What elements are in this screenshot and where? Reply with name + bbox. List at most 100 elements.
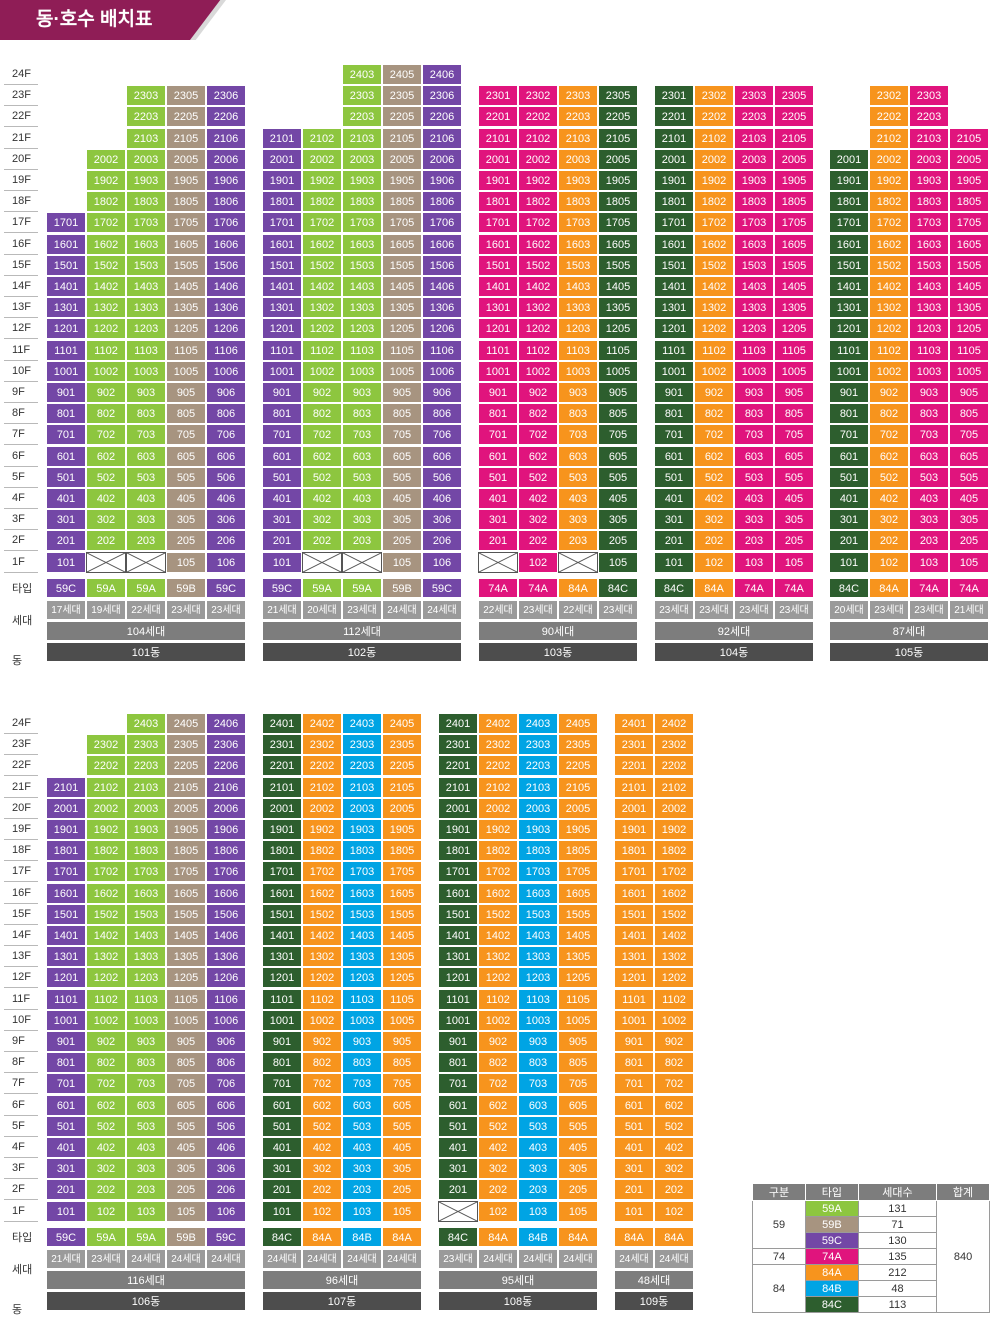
unit-cell[interactable]: 1003 xyxy=(126,360,166,382)
unit-cell[interactable]: 806 xyxy=(422,403,462,425)
unit-cell[interactable]: 1503 xyxy=(518,903,558,925)
unit-cell[interactable]: 1203 xyxy=(734,318,774,340)
unit-cell[interactable]: 602 xyxy=(86,445,126,467)
unit-cell[interactable]: 501 xyxy=(46,1115,86,1137)
unit-cell[interactable]: 1202 xyxy=(654,967,694,989)
unit-cell[interactable]: 2202 xyxy=(478,755,518,777)
unit-cell[interactable]: 1203 xyxy=(342,967,382,989)
unit-cell[interactable]: 1803 xyxy=(126,840,166,862)
unit-cell[interactable]: 2102 xyxy=(86,776,126,798)
unit-cell[interactable]: 2105 xyxy=(598,127,638,149)
unit-cell[interactable]: 1503 xyxy=(342,254,382,276)
unit-cell[interactable]: 902 xyxy=(478,1031,518,1052)
unit-cell[interactable]: 902 xyxy=(302,382,342,403)
unit-cell[interactable]: 401 xyxy=(262,1137,302,1158)
unit-cell[interactable]: 706 xyxy=(206,424,246,446)
unit-cell[interactable]: 502 xyxy=(302,1115,342,1137)
unit-cell[interactable]: 202 xyxy=(654,1179,694,1201)
unit-cell[interactable]: 1001 xyxy=(262,1009,302,1031)
unit-cell[interactable]: 1901 xyxy=(262,819,302,840)
unit-cell[interactable]: 1303 xyxy=(342,946,382,968)
unit-cell[interactable]: 2405 xyxy=(166,713,206,734)
unit-cell[interactable]: 2003 xyxy=(342,797,382,819)
unit-cell[interactable]: 2201 xyxy=(478,106,518,128)
unit-cell[interactable]: 605 xyxy=(774,445,814,467)
unit-cell[interactable]: 2002 xyxy=(654,797,694,819)
unit-cell[interactable]: 1901 xyxy=(478,170,518,191)
unit-cell[interactable]: 605 xyxy=(382,445,422,467)
unit-cell[interactable]: 1601 xyxy=(478,233,518,255)
unit-cell[interactable]: 1001 xyxy=(46,360,86,382)
unit-cell[interactable]: 1703 xyxy=(342,212,382,234)
unit-cell[interactable]: 1702 xyxy=(86,861,126,883)
unit-cell[interactable]: 501 xyxy=(614,1115,654,1137)
unit-cell[interactable]: 1401 xyxy=(829,276,869,297)
unit-cell[interactable]: 1101 xyxy=(46,339,86,361)
unit-cell[interactable]: 1602 xyxy=(869,233,909,255)
unit-cell[interactable]: 305 xyxy=(598,509,638,531)
unit-cell[interactable]: 2303 xyxy=(342,85,382,107)
unit-cell[interactable]: 101 xyxy=(46,1200,86,1222)
unit-cell[interactable]: 302 xyxy=(86,509,126,531)
unit-cell[interactable]: 103 xyxy=(126,1200,166,1222)
unit-cell[interactable]: 803 xyxy=(126,403,166,425)
unit-cell[interactable]: 102 xyxy=(478,1200,518,1222)
unit-cell[interactable]: 1706 xyxy=(422,212,462,234)
unit-cell[interactable]: 1003 xyxy=(342,360,382,382)
unit-cell[interactable]: 2203 xyxy=(518,755,558,777)
unit-cell[interactable]: 103 xyxy=(734,551,774,573)
unit-cell[interactable]: 503 xyxy=(126,466,166,488)
unit-cell[interactable]: 702 xyxy=(694,424,734,446)
unit-cell[interactable]: 102 xyxy=(302,1200,342,1222)
unit-cell[interactable]: 901 xyxy=(46,382,86,403)
unit-cell[interactable]: 302 xyxy=(302,509,342,531)
unit-cell[interactable]: 1501 xyxy=(46,903,86,925)
unit-cell[interactable]: 1801 xyxy=(829,191,869,213)
unit-cell[interactable]: 2105 xyxy=(774,127,814,149)
unit-cell[interactable]: 1706 xyxy=(206,212,246,234)
unit-cell[interactable]: 1602 xyxy=(654,882,694,904)
unit-cell[interactable]: 2105 xyxy=(382,127,422,149)
unit-cell[interactable]: 1905 xyxy=(166,819,206,840)
unit-cell[interactable]: 1401 xyxy=(46,925,86,946)
unit-cell[interactable]: 1102 xyxy=(518,339,558,361)
unit-cell[interactable]: 1605 xyxy=(382,233,422,255)
unit-cell[interactable]: 902 xyxy=(86,382,126,403)
unit-cell[interactable]: 201 xyxy=(262,1179,302,1201)
unit-cell[interactable]: 1103 xyxy=(342,988,382,1010)
unit-cell[interactable]: 1402 xyxy=(302,925,342,946)
unit-cell[interactable]: 2202 xyxy=(869,106,909,128)
unit-cell[interactable]: 402 xyxy=(654,1137,694,1158)
unit-cell[interactable]: 1603 xyxy=(558,233,598,255)
unit-cell[interactable]: 1502 xyxy=(654,903,694,925)
unit-cell[interactable]: 305 xyxy=(774,509,814,531)
unit-cell[interactable]: 1103 xyxy=(126,339,166,361)
unit-cell[interactable]: 903 xyxy=(558,382,598,403)
unit-cell[interactable]: 405 xyxy=(382,1137,422,1158)
unit-cell[interactable]: 603 xyxy=(126,1094,166,1116)
unit-cell[interactable]: 2302 xyxy=(694,85,734,107)
unit-cell[interactable]: 1302 xyxy=(86,297,126,319)
unit-cell[interactable]: 505 xyxy=(382,1115,422,1137)
unit-cell[interactable]: 2005 xyxy=(598,148,638,170)
unit-cell[interactable]: 605 xyxy=(166,445,206,467)
unit-cell[interactable]: 1301 xyxy=(654,297,694,319)
unit-cell[interactable]: 906 xyxy=(206,382,246,403)
unit-cell[interactable]: 2005 xyxy=(558,797,598,819)
unit-cell[interactable]: 1601 xyxy=(614,882,654,904)
unit-cell[interactable]: 205 xyxy=(558,1179,598,1201)
unit-cell[interactable]: 1902 xyxy=(86,170,126,191)
unit-cell[interactable]: 1101 xyxy=(262,339,302,361)
unit-cell[interactable]: 1903 xyxy=(126,819,166,840)
unit-cell[interactable]: 1605 xyxy=(598,233,638,255)
unit-cell[interactable]: 1903 xyxy=(909,170,949,191)
unit-cell[interactable]: 702 xyxy=(302,1073,342,1095)
unit-cell[interactable]: 602 xyxy=(654,1094,694,1116)
unit-cell[interactable]: 106 xyxy=(206,1200,246,1222)
unit-cell[interactable]: 2003 xyxy=(734,148,774,170)
unit-cell[interactable]: 1802 xyxy=(302,191,342,213)
unit-cell[interactable]: 1403 xyxy=(909,276,949,297)
unit-cell[interactable]: 2101 xyxy=(654,127,694,149)
unit-cell[interactable]: 1303 xyxy=(342,297,382,319)
unit-cell[interactable]: 802 xyxy=(302,403,342,425)
